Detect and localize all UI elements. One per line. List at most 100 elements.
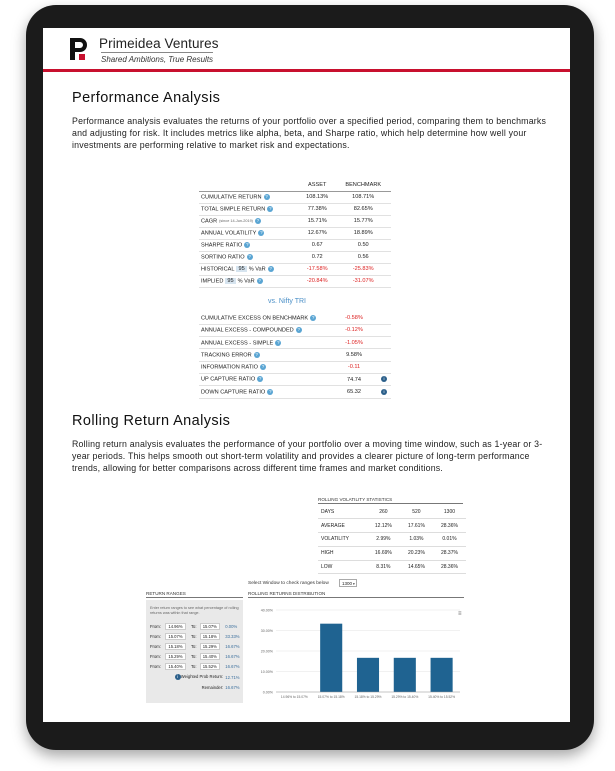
perf-row: ANNUAL VOLATILITY? 12.67% 18.89%: [199, 227, 391, 240]
chart-menu-icon[interactable]: ≡: [458, 611, 462, 617]
bench-label-text: ANNUAL EXCESS - SIMPLE: [201, 339, 274, 346]
range-to-cell: 15.07%: [199, 621, 225, 631]
bench-row-label: ANNUAL EXCESS - SIMPLE?: [199, 336, 329, 350]
x-tick-label: 14.96% to 15.07%: [281, 695, 308, 699]
volatility-cell: VOLATILITY: [318, 532, 367, 547]
y-tick-label: 0.00%: [263, 691, 274, 695]
help-icon[interactable]: ?: [267, 388, 274, 395]
help-icon[interactable]: ?: [259, 364, 266, 371]
help-icon[interactable]: ?: [246, 253, 253, 260]
bench-value: -0.58%: [329, 312, 379, 325]
perf-asset-value: 12.67%: [299, 227, 336, 240]
volatility-cell: AVERAGE: [318, 518, 367, 534]
volatility-cell: 8.31%: [366, 560, 400, 575]
x-tick-label: 15.18% to 15.29%: [355, 695, 382, 699]
perf-row: SORTINO RATIO? 0.72 0.56: [199, 251, 391, 264]
perf-benchmark-value: 18.89%: [335, 227, 391, 240]
range-from-cell: 15.18%: [164, 641, 190, 651]
brand-name: Primeidea Ventures: [99, 36, 219, 51]
volatility-cell: 28.36%: [432, 518, 466, 534]
info-icon[interactable]: i: [381, 376, 387, 383]
bench-info-cell: i: [379, 373, 391, 387]
range-from-input[interactable]: 15.07%: [165, 632, 186, 640]
range-from-label: From:: [150, 623, 161, 629]
return-ranges-note: Enter return ranges to see what percenta…: [150, 606, 239, 615]
bench-value: 74.74: [329, 373, 379, 387]
return-ranges-title: RETURN RANGES: [146, 591, 243, 598]
perf-row-label: IMPLIED 95% VaR?: [199, 275, 299, 288]
perf-header-asset: ASSET: [299, 180, 336, 192]
range-from-cell: 15.40%: [164, 662, 190, 672]
bench-value: -1.05%: [329, 336, 379, 350]
brand-tagline: Shared Ambitions, True Results: [101, 52, 214, 64]
bar[interactable]: [430, 657, 453, 692]
bench-label-text: DOWN CAPTURE RATIO: [201, 389, 266, 396]
info-icon[interactable]: i: [381, 388, 387, 395]
help-icon[interactable]: ?: [257, 376, 264, 383]
range-to-label: To:: [190, 633, 197, 639]
help-icon[interactable]: ?: [263, 193, 270, 200]
window-select[interactable]: 1300▾: [339, 579, 357, 587]
bench-label-text: INFORMATION RATIO: [201, 364, 258, 371]
help-icon[interactable]: ?: [244, 241, 251, 248]
var-confidence-input[interactable]: 95: [225, 278, 236, 285]
distribution-title: ROLLING RETURNS DISTRIBUTION: [248, 591, 464, 598]
var-confidence-input[interactable]: 95: [236, 266, 247, 273]
help-icon[interactable]: ?: [256, 277, 263, 284]
range-to-label: To:: [190, 664, 197, 670]
help-icon[interactable]: ?: [275, 339, 282, 346]
var-suffix: % VaR: [237, 278, 255, 285]
bench-label-text: CUMULATIVE EXCESS ON BENCHMARK: [201, 315, 309, 322]
perf-row: CUMULATIVE RETURN? 108.13% 108.71%: [199, 191, 391, 204]
return-ranges-table: From: 14.96% To: 15.07% 0.00% From: 15.07% To: 1…: [146, 621, 243, 692]
bench-value: -0.11: [329, 361, 379, 374]
bar[interactable]: [393, 657, 416, 692]
y-tick-label: 20.00%: [261, 650, 274, 654]
range-from-input[interactable]: 15.29%: [165, 653, 186, 661]
info-icon[interactable]: i: [174, 674, 181, 681]
perf-asset-value: -20.84%: [299, 275, 336, 288]
help-icon[interactable]: ?: [267, 205, 274, 212]
perf-row-label: ANNUAL VOLATILITY?: [199, 227, 299, 240]
volatility-cell: 28.36%: [432, 560, 466, 575]
returns-distribution-chart: 0.00% 10.00% 20.00% 30.00% 40.00% 14.96% to 1…: [261, 609, 460, 699]
range-from-label: From:: [150, 654, 161, 660]
perf-label-text: HISTORICAL: [201, 266, 235, 273]
range-from-input[interactable]: 15.40%: [165, 663, 186, 671]
help-icon[interactable]: ?: [258, 229, 265, 236]
bar[interactable]: [320, 623, 343, 692]
x-tick-label: 15.29% to 15.40%: [391, 695, 418, 699]
range-from-input[interactable]: 15.18%: [165, 642, 186, 650]
perf-header-benchmark: BENCHMARK: [335, 180, 391, 192]
range-to-label: To:: [190, 623, 197, 629]
weighted-value: 12.71%: [225, 674, 240, 680]
range-to-cell: 15.29%: [199, 641, 225, 651]
y-tick-label: 10.00%: [261, 670, 274, 674]
volatility-header-cell: 1300: [432, 505, 466, 520]
perf-row: TOTAL SIMPLE RETURN? 77.38% 82.65%: [199, 203, 391, 216]
bench-row: ANNUAL EXCESS - SIMPLE? -1.05%: [199, 336, 391, 350]
range-to-input[interactable]: 15.29%: [199, 642, 220, 650]
perf-label-text: SHARPE RATIO: [201, 242, 243, 249]
range-to-input[interactable]: 15.18%: [199, 632, 220, 640]
bench-info-cell: [379, 361, 391, 374]
volatility-cell: 2.99%: [366, 532, 400, 547]
bar[interactable]: [356, 657, 380, 692]
volatility-cell: 16.69%: [366, 546, 400, 561]
range-row: From: 15.40% To: 15.52% 16.67%: [146, 662, 243, 672]
help-icon[interactable]: ?: [253, 351, 260, 358]
bench-info-cell: [379, 324, 391, 338]
help-icon[interactable]: ?: [267, 265, 274, 272]
help-icon[interactable]: ?: [310, 314, 317, 321]
bench-value: 65.32: [329, 385, 379, 399]
help-icon[interactable]: ?: [295, 327, 302, 334]
help-icon[interactable]: ?: [254, 217, 261, 224]
bench-row: CUMULATIVE EXCESS ON BENCHMARK? -0.58%: [199, 312, 391, 325]
perf-row-label: SORTINO RATIO?: [199, 251, 299, 264]
range-from-input[interactable]: 14.96%: [165, 622, 186, 630]
range-to-input[interactable]: 15.40%: [199, 653, 220, 661]
range-to-input[interactable]: 15.07%: [199, 622, 220, 630]
range-to-input[interactable]: 15.52%: [199, 663, 220, 671]
screen: Primeidea Ventures Shared Ambitions, Tru…: [43, 28, 570, 722]
chevron-down-icon: ▾: [353, 582, 355, 586]
